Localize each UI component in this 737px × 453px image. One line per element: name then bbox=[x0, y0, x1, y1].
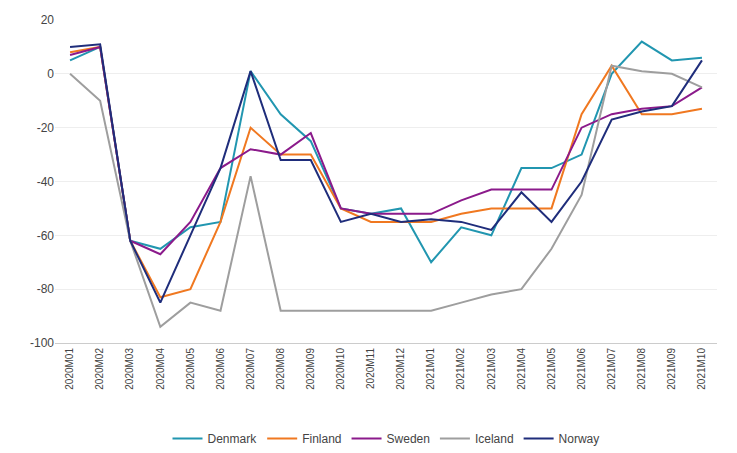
svg-text:2021M07: 2021M07 bbox=[606, 348, 617, 390]
svg-text:2020M11: 2020M11 bbox=[365, 348, 376, 389]
svg-text:2021M09: 2021M09 bbox=[666, 348, 677, 390]
svg-text:2020M01: 2020M01 bbox=[64, 348, 75, 390]
svg-text:2020M08: 2020M08 bbox=[275, 348, 286, 390]
svg-text:2020M09: 2020M09 bbox=[305, 348, 316, 390]
svg-text:2020M06: 2020M06 bbox=[215, 348, 226, 390]
svg-text:2021M02: 2021M02 bbox=[455, 348, 466, 390]
svg-text:2021M10: 2021M10 bbox=[696, 348, 707, 390]
svg-text:-20: -20 bbox=[37, 121, 55, 135]
svg-text:2021M01: 2021M01 bbox=[425, 348, 436, 390]
svg-text:-60: -60 bbox=[37, 229, 55, 243]
svg-text:2021M06: 2021M06 bbox=[576, 348, 587, 390]
svg-text:20: 20 bbox=[41, 13, 55, 27]
svg-text:2020M10: 2020M10 bbox=[335, 348, 346, 390]
svg-text:Sweden: Sweden bbox=[387, 432, 430, 446]
svg-text:-80: -80 bbox=[37, 282, 55, 296]
svg-text:2020M12: 2020M12 bbox=[395, 348, 406, 390]
svg-text:2020M05: 2020M05 bbox=[185, 348, 196, 390]
svg-text:2021M05: 2021M05 bbox=[546, 348, 557, 390]
svg-text:-40: -40 bbox=[37, 175, 55, 189]
svg-text:0: 0 bbox=[47, 67, 54, 81]
svg-text:2021M04: 2021M04 bbox=[516, 348, 527, 390]
svg-text:2021M03: 2021M03 bbox=[486, 348, 497, 390]
svg-text:Finland: Finland bbox=[302, 432, 341, 446]
svg-text:2020M04: 2020M04 bbox=[155, 348, 166, 390]
svg-text:Iceland: Iceland bbox=[475, 432, 514, 446]
svg-text:2020M07: 2020M07 bbox=[245, 348, 256, 390]
svg-text:2020M02: 2020M02 bbox=[94, 348, 105, 390]
svg-text:Denmark: Denmark bbox=[208, 432, 258, 446]
svg-text:-100: -100 bbox=[30, 336, 54, 350]
svg-text:2020M03: 2020M03 bbox=[124, 348, 135, 390]
svg-text:2021M08: 2021M08 bbox=[636, 348, 647, 390]
svg-text:Norway: Norway bbox=[559, 432, 600, 446]
